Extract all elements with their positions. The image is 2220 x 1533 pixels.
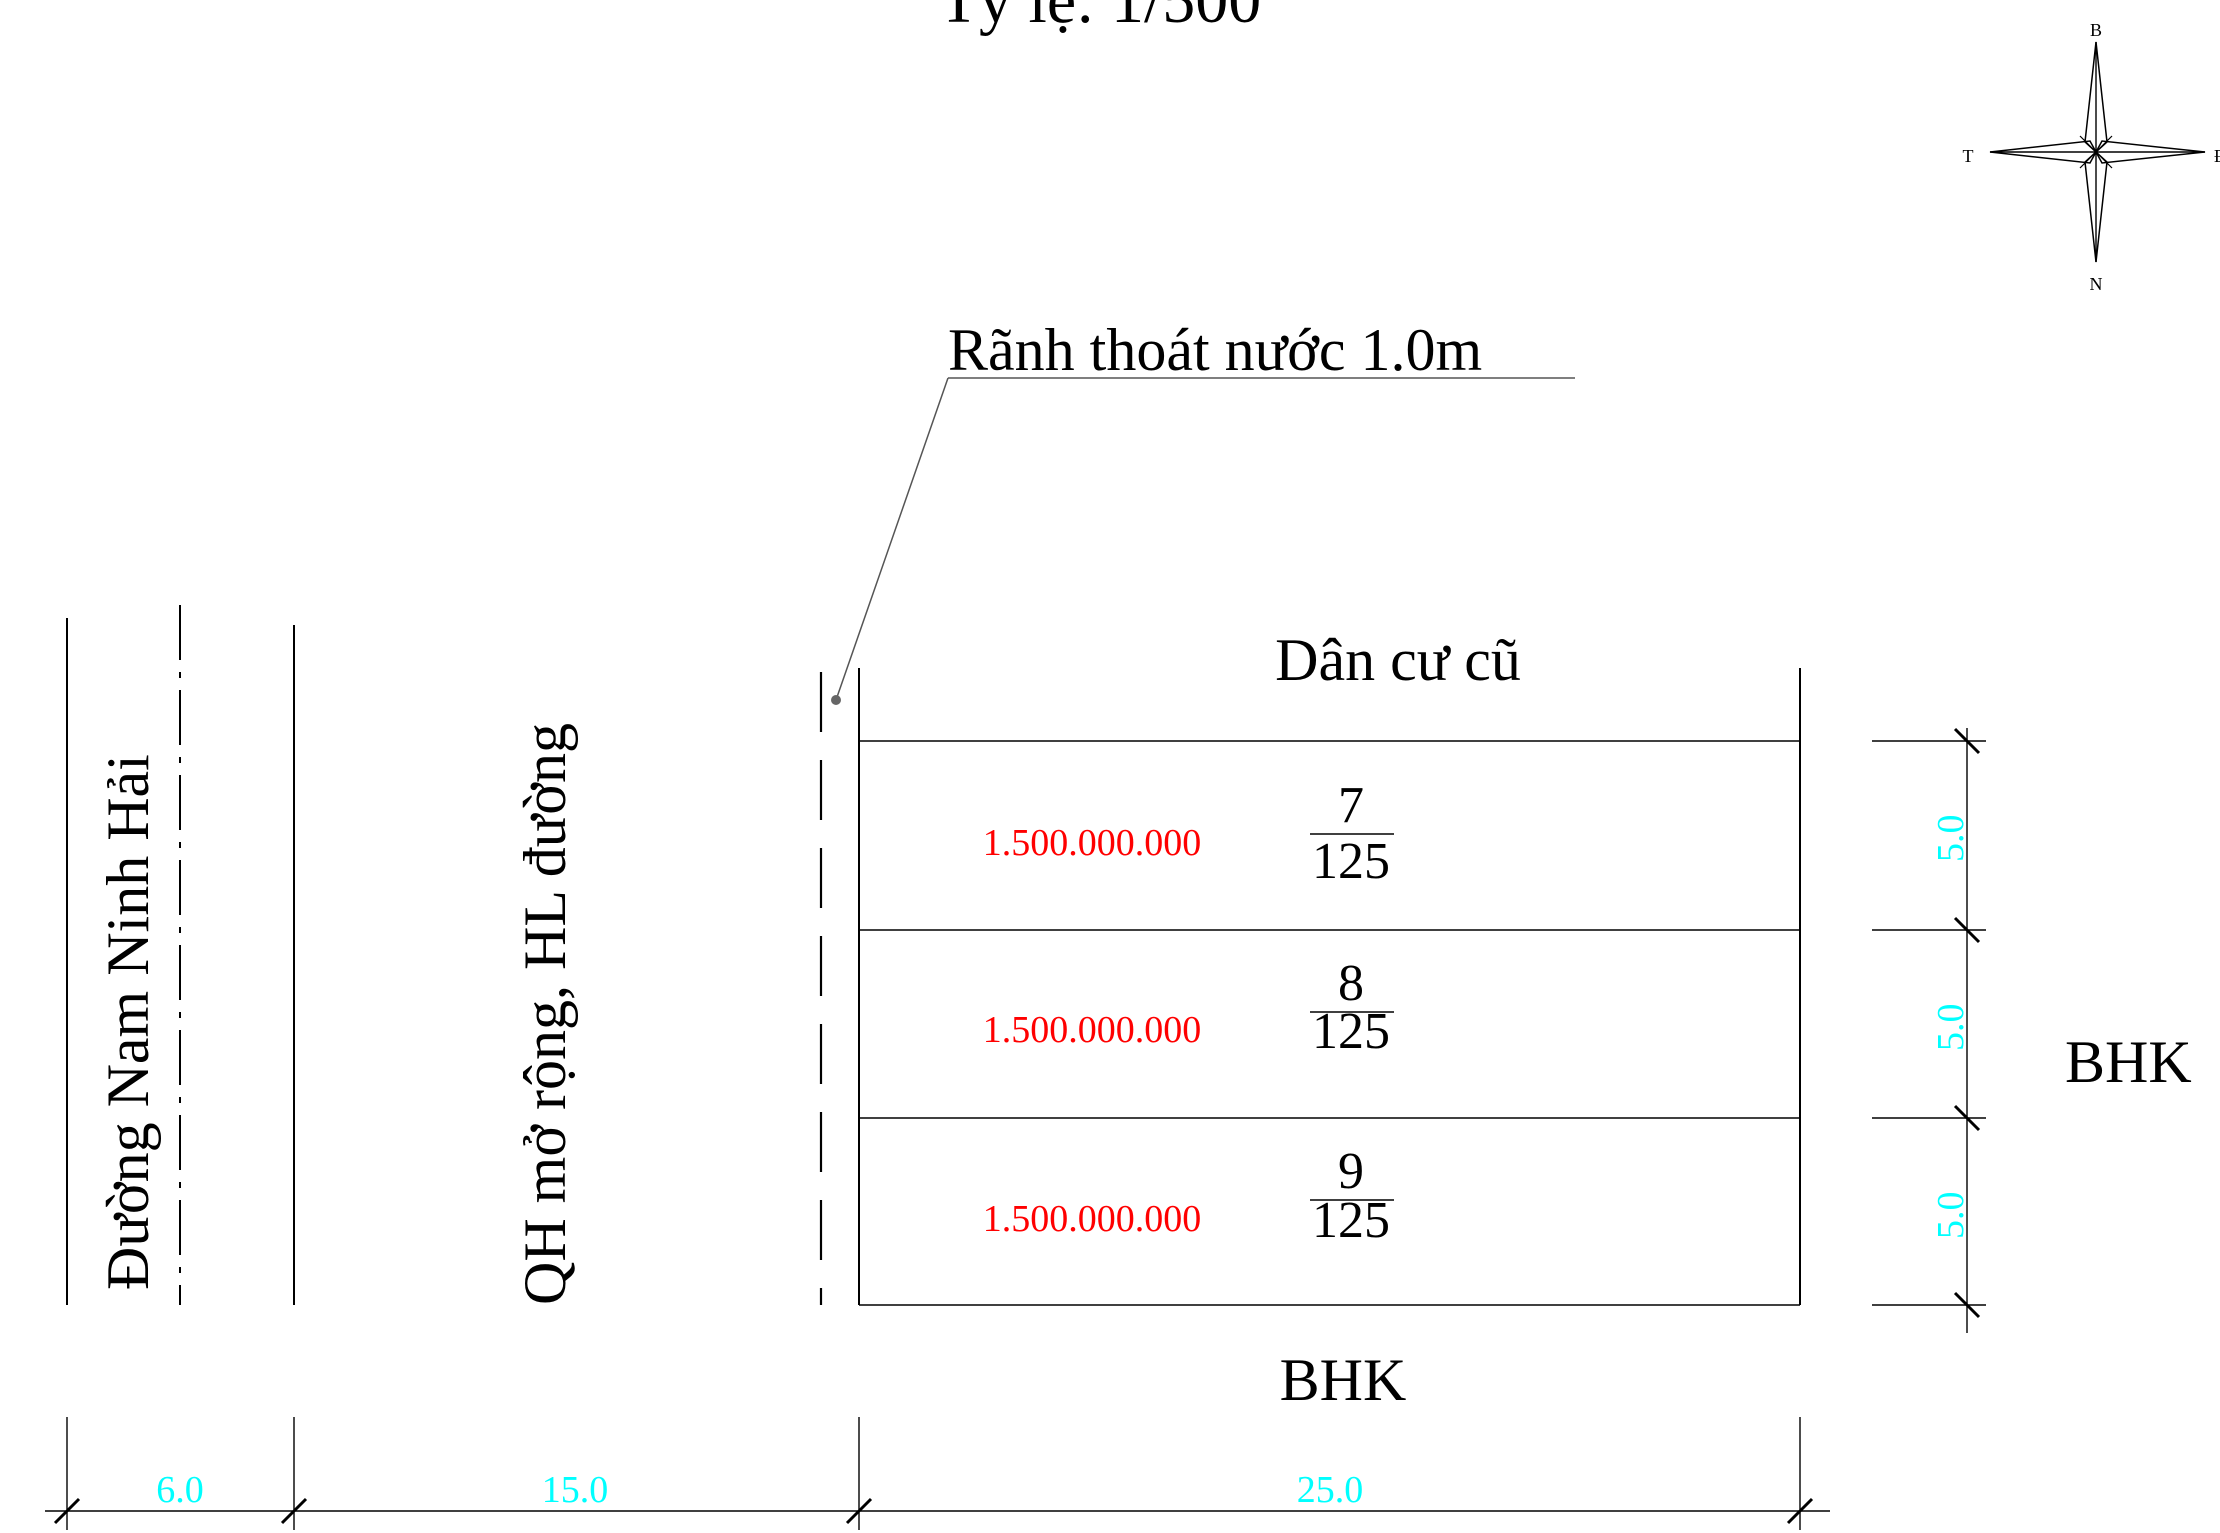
compass-south-label: N — [2090, 274, 2103, 294]
lot-number: 7 — [1338, 777, 1364, 834]
road-name-label: Đường Nam Ninh Hải — [95, 754, 161, 1290]
lot-block — [858, 668, 1801, 1306]
lot-sheet-number: 125 — [1312, 1192, 1390, 1249]
lot-price: 1.500.000.000 — [983, 1198, 1202, 1240]
lot-number: 8 — [1338, 955, 1364, 1012]
lot-sheet-number: 125 — [1312, 833, 1390, 890]
lot-number: 9 — [1338, 1143, 1364, 1200]
lot-8: 1.500.000.000 8 125 — [983, 955, 1394, 1060]
lot-7: 1.500.000.000 7 125 — [983, 777, 1394, 890]
compass-east-label: Đ — [2214, 146, 2220, 166]
scale-title: Tỷ lệ: 1/500 — [939, 0, 1262, 37]
drainage-label: Rãnh thoát nước 1.0m — [948, 317, 1482, 383]
compass-rose-icon: B N T Đ — [1963, 20, 2220, 294]
compass-north-label: B — [2090, 20, 2102, 40]
drainage-leader-dot — [831, 695, 841, 705]
lots-width: 25.0 — [1297, 1469, 1364, 1511]
bottom-neighbor-label: BHK — [1280, 1347, 1407, 1413]
top-neighbor-label: Dân cư cũ — [1275, 627, 1521, 693]
lot-9: 1.500.000.000 9 125 — [983, 1143, 1394, 1249]
lot-9-depth: 5.0 — [1930, 1192, 1972, 1240]
lot-8-depth: 5.0 — [1930, 1004, 1972, 1052]
depth-dimension-chain — [1872, 727, 1986, 1333]
lot-7-depth: 5.0 — [1930, 815, 1972, 863]
lot-price: 1.500.000.000 — [983, 822, 1202, 864]
width-dimension-chain — [45, 1417, 1830, 1530]
road-plan-label: QH mở rộng, HL đường — [512, 723, 578, 1305]
road-plan-width: 15.0 — [542, 1469, 609, 1511]
lot-price: 1.500.000.000 — [983, 1009, 1202, 1051]
compass-west-label: T — [1963, 146, 1974, 166]
road-width: 6.0 — [156, 1469, 204, 1511]
right-neighbor-label: BHK — [2065, 1029, 2192, 1095]
drainage-leader — [835, 377, 949, 701]
lot-sheet-number: 125 — [1312, 1003, 1390, 1060]
